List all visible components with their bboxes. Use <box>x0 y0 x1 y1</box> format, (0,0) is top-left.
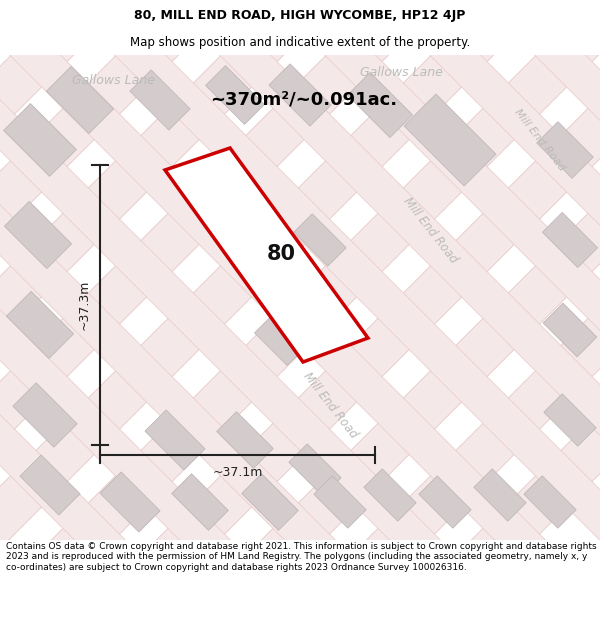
Polygon shape <box>13 383 77 447</box>
Polygon shape <box>201 0 600 625</box>
Polygon shape <box>0 0 600 231</box>
Polygon shape <box>7 291 74 359</box>
Text: Gallows Lane: Gallows Lane <box>72 74 155 86</box>
Text: ~37.3m: ~37.3m <box>77 280 91 330</box>
Polygon shape <box>254 314 305 366</box>
Polygon shape <box>0 199 600 625</box>
Polygon shape <box>0 0 600 546</box>
Polygon shape <box>0 0 344 625</box>
Polygon shape <box>269 64 331 126</box>
Polygon shape <box>0 0 600 441</box>
Polygon shape <box>474 469 526 521</box>
Polygon shape <box>172 474 228 530</box>
Polygon shape <box>0 409 600 625</box>
Text: Mill End Road: Mill End Road <box>513 107 567 173</box>
Polygon shape <box>542 213 598 268</box>
Text: Mill End Road: Mill End Road <box>400 194 460 266</box>
Polygon shape <box>411 0 600 625</box>
Polygon shape <box>0 0 554 625</box>
Polygon shape <box>294 214 346 266</box>
Text: Gallows Lane: Gallows Lane <box>360 66 443 79</box>
Polygon shape <box>0 0 600 336</box>
Polygon shape <box>206 66 265 124</box>
Polygon shape <box>0 0 239 625</box>
Polygon shape <box>96 0 600 625</box>
Text: Contains OS data © Crown copyright and database right 2021. This information is : Contains OS data © Crown copyright and d… <box>6 542 596 571</box>
Polygon shape <box>145 410 205 470</box>
Polygon shape <box>544 394 596 446</box>
Polygon shape <box>364 469 416 521</box>
Polygon shape <box>0 0 449 625</box>
Polygon shape <box>404 94 496 186</box>
Text: Map shows position and indicative extent of the property.: Map shows position and indicative extent… <box>130 36 470 49</box>
Polygon shape <box>4 201 71 269</box>
Polygon shape <box>4 104 76 176</box>
Polygon shape <box>524 476 576 528</box>
Polygon shape <box>130 70 190 130</box>
Polygon shape <box>306 0 600 625</box>
Polygon shape <box>20 455 80 515</box>
Polygon shape <box>0 304 600 625</box>
Polygon shape <box>100 472 160 532</box>
Text: 80, MILL END ROAD, HIGH WYCOMBE, HP12 4JP: 80, MILL END ROAD, HIGH WYCOMBE, HP12 4J… <box>134 9 466 22</box>
Text: ~370m²/~0.091ac.: ~370m²/~0.091ac. <box>210 91 397 109</box>
Polygon shape <box>0 94 600 625</box>
Polygon shape <box>165 148 368 362</box>
Polygon shape <box>347 72 413 138</box>
Polygon shape <box>419 476 471 528</box>
Polygon shape <box>217 412 273 468</box>
Polygon shape <box>537 122 593 178</box>
Polygon shape <box>314 476 366 528</box>
Polygon shape <box>0 0 600 126</box>
Polygon shape <box>543 303 597 357</box>
Text: ~37.1m: ~37.1m <box>212 466 263 479</box>
Polygon shape <box>242 474 298 530</box>
Polygon shape <box>289 444 341 496</box>
Text: 80: 80 <box>267 244 296 264</box>
Text: Mill End Road: Mill End Road <box>300 369 360 441</box>
Polygon shape <box>46 66 113 134</box>
Polygon shape <box>0 0 134 625</box>
